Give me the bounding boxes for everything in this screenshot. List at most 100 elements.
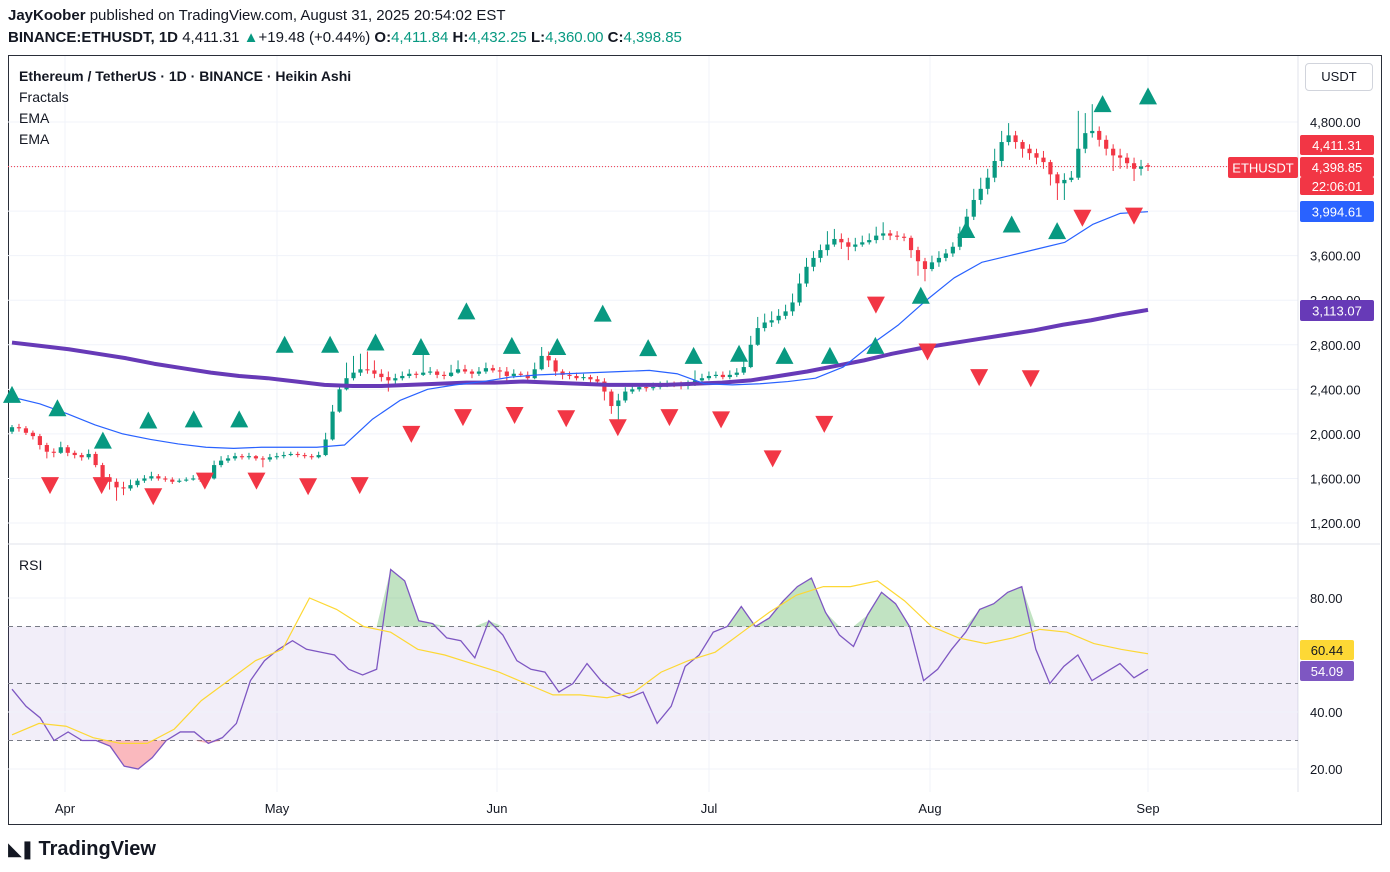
candle-body[interactable] <box>455 369 461 373</box>
candle-body[interactable] <box>149 476 154 479</box>
candle-body[interactable] <box>762 322 767 329</box>
candle-body[interactable] <box>246 456 252 458</box>
candle-body[interactable] <box>567 374 572 376</box>
currency-button[interactable]: USDT <box>1305 63 1373 91</box>
candle-body[interactable] <box>9 427 15 432</box>
candle-body[interactable] <box>860 242 865 245</box>
author-name[interactable]: JayKoober <box>8 7 86 24</box>
candle-body[interactable] <box>699 378 705 381</box>
candle-body[interactable] <box>553 360 558 372</box>
candle-body[interactable] <box>86 453 91 458</box>
candle-body[interactable] <box>999 142 1004 161</box>
candle-body[interactable] <box>971 199 976 217</box>
candle-body[interactable] <box>1083 133 1088 149</box>
candle-body[interactable] <box>218 460 224 466</box>
candle-body[interactable] <box>260 458 265 460</box>
candle-body[interactable] <box>170 479 175 482</box>
candle-body[interactable] <box>65 447 70 453</box>
candle-body[interactable] <box>706 375 712 379</box>
candle-body[interactable] <box>1006 135 1011 143</box>
candle-body[interactable] <box>442 374 447 376</box>
candle-body[interactable] <box>1104 139 1109 149</box>
candle-body[interactable] <box>1041 157 1046 163</box>
candle-body[interactable] <box>651 387 656 389</box>
candle-body[interactable] <box>316 455 321 458</box>
candle-body[interactable] <box>588 377 593 380</box>
candle-body[interactable] <box>1062 179 1067 184</box>
candle-body[interactable] <box>358 369 363 373</box>
candle-body[interactable] <box>44 445 49 452</box>
candle-body[interactable] <box>267 457 272 460</box>
candle-body[interactable] <box>929 262 935 270</box>
candle-body[interactable] <box>511 373 516 376</box>
candle-body[interactable] <box>713 374 718 376</box>
candle-body[interactable] <box>93 453 98 466</box>
candle-body[interactable] <box>232 456 238 459</box>
candle-body[interactable] <box>623 391 628 401</box>
candle-body[interactable] <box>1118 155 1123 158</box>
candle-body[interactable] <box>734 372 739 375</box>
candle-body[interactable] <box>58 447 63 453</box>
candle-body[interactable] <box>1027 148 1032 154</box>
candle-body[interactable] <box>783 311 788 316</box>
chart-frame[interactable] <box>8 55 1382 825</box>
candle-body[interactable] <box>191 478 196 480</box>
candle-body[interactable] <box>811 257 816 267</box>
candle-body[interactable] <box>992 160 997 178</box>
legend-ema-2[interactable]: EMA <box>19 131 50 147</box>
candle-body[interactable] <box>853 244 858 247</box>
candle-body[interactable] <box>609 391 614 407</box>
candle-body[interactable] <box>874 235 879 241</box>
candle-body[interactable] <box>177 480 182 482</box>
candle-body[interactable] <box>950 246 955 254</box>
candle-body[interactable] <box>797 283 802 303</box>
candle-body[interactable] <box>323 439 328 456</box>
candle-body[interactable] <box>421 372 426 375</box>
candle-body[interactable] <box>163 478 168 480</box>
candle-body[interactable] <box>114 481 119 488</box>
candle-body[interactable] <box>51 451 56 453</box>
tradingview-logo[interactable]: ◣❚ TradingView <box>8 838 156 861</box>
candle-body[interactable] <box>288 453 293 456</box>
candle-body[interactable] <box>212 465 217 479</box>
candle-body[interactable] <box>895 235 900 237</box>
candle-body[interactable] <box>637 387 642 390</box>
candle-body[interactable] <box>386 377 391 381</box>
candle-body[interactable] <box>1145 165 1151 167</box>
candle-body[interactable] <box>79 455 84 458</box>
candle-body[interactable] <box>630 389 635 392</box>
candle-body[interactable] <box>595 379 600 382</box>
candle-body[interactable] <box>881 233 886 236</box>
candle-body[interactable] <box>769 320 774 323</box>
candle-body[interactable] <box>978 188 983 200</box>
candle-body[interactable] <box>393 378 398 381</box>
candle-body[interactable] <box>135 480 140 486</box>
candle-body[interactable] <box>720 374 725 378</box>
legend-ema-1[interactable]: EMA <box>19 110 50 126</box>
candle-body[interactable] <box>462 369 468 372</box>
candle-body[interactable] <box>867 240 872 243</box>
candle-body[interactable] <box>330 411 335 440</box>
candle-body[interactable] <box>560 371 565 375</box>
candle-body[interactable] <box>1055 174 1060 184</box>
candle-body[interactable] <box>490 368 495 371</box>
candle-body[interactable] <box>142 478 147 481</box>
candle-body[interactable] <box>957 233 962 247</box>
candle-body[interactable] <box>351 372 356 379</box>
candle-body[interactable] <box>372 370 377 374</box>
candle-body[interactable] <box>379 373 384 378</box>
candle-body[interactable] <box>804 266 809 284</box>
candle-body[interactable] <box>1131 163 1137 169</box>
candle-body[interactable] <box>1020 142 1025 149</box>
candle-body[interactable] <box>915 250 921 262</box>
candle-body[interactable] <box>1013 135 1018 143</box>
candle-body[interactable] <box>295 453 300 456</box>
candle-body[interactable] <box>274 456 279 458</box>
candle-body[interactable] <box>985 177 990 189</box>
candle-body[interactable] <box>581 377 586 379</box>
candle-body[interactable] <box>1076 148 1081 178</box>
candle-body[interactable] <box>908 237 914 251</box>
candle-body[interactable] <box>1048 162 1053 175</box>
candle-body[interactable] <box>1125 157 1130 164</box>
